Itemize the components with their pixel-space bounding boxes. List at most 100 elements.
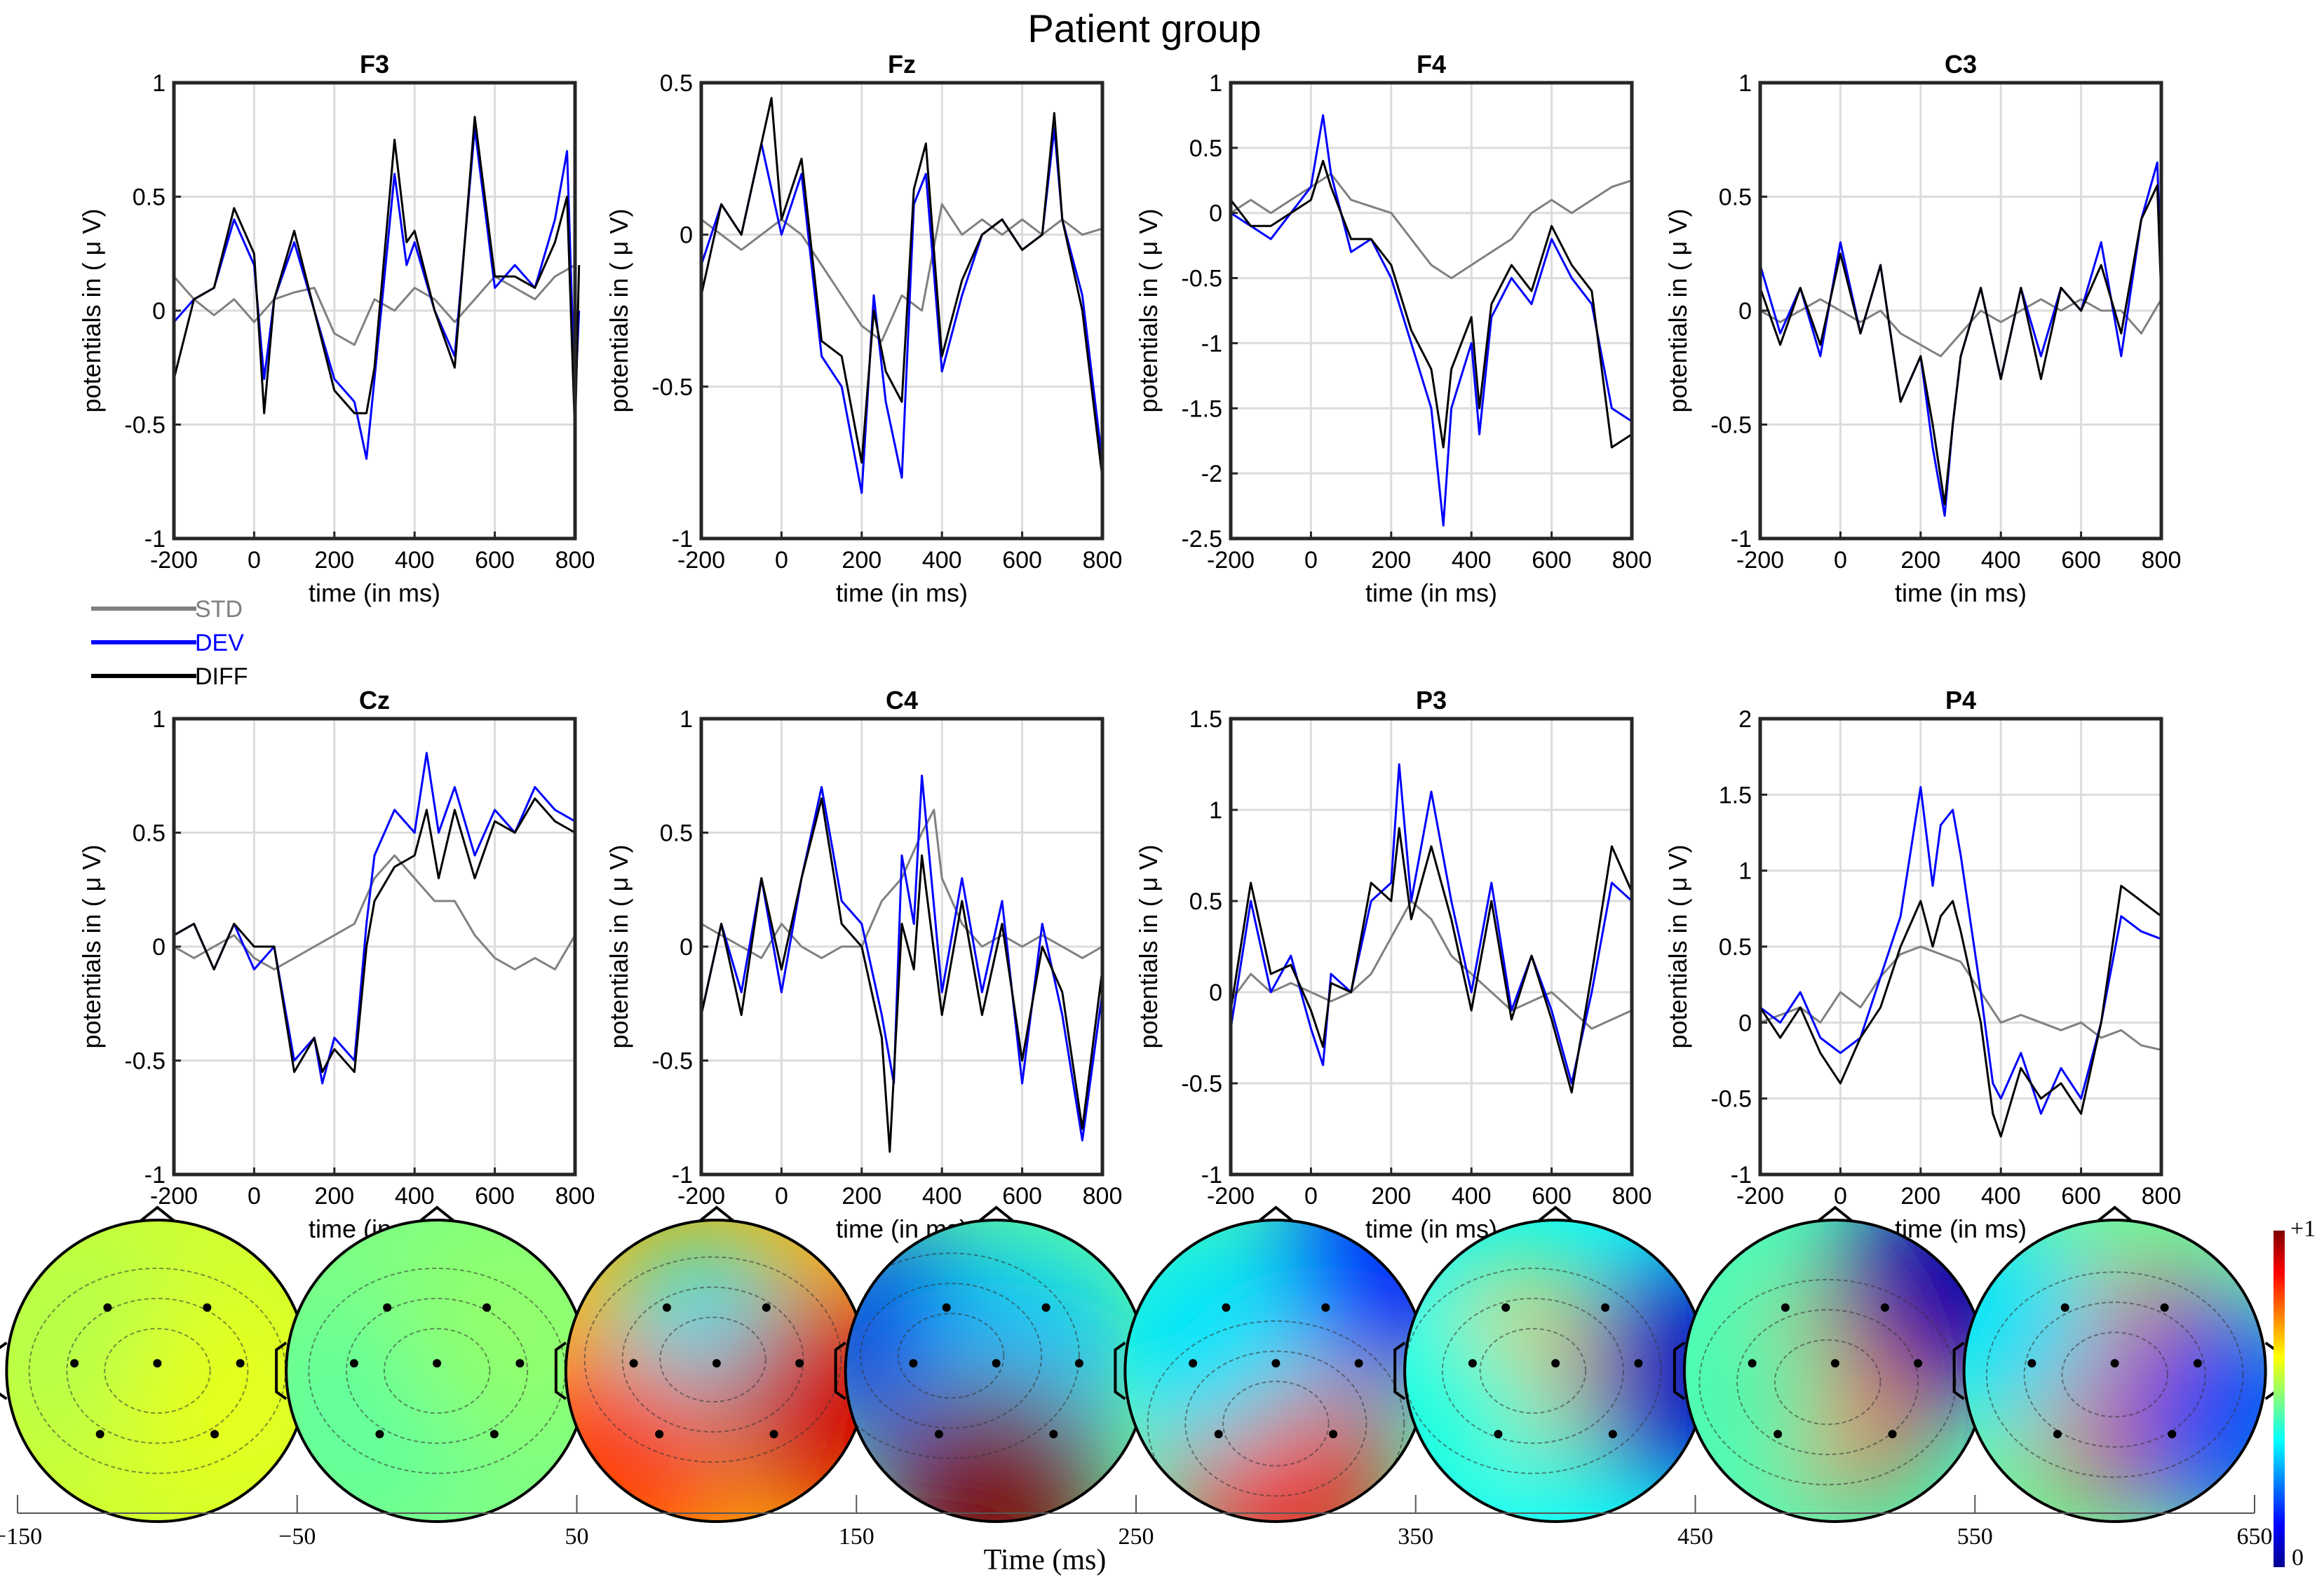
topomap-7: [1673, 1205, 1997, 1523]
electrode-dot: [2027, 1359, 2036, 1368]
electrode-dot: [1468, 1359, 1477, 1368]
y-tick-label: 1: [152, 706, 165, 733]
electrode-dot: [1494, 1430, 1503, 1439]
x-tick-label: 200: [1900, 547, 1940, 574]
topomap-contour: [1222, 1381, 1330, 1467]
y-tick-label: 0.5: [1719, 184, 1752, 211]
series-line-dev: [1230, 114, 1633, 527]
x-tick-label: 800: [1612, 1183, 1652, 1210]
x-axis-label: time (in ms): [309, 578, 440, 607]
topomap-contour: [621, 1286, 804, 1433]
series-line-diff: [173, 116, 581, 438]
electrode-dot: [2053, 1430, 2062, 1439]
x-tick-label: 200: [842, 547, 881, 574]
erp-panel-fz: -200 0 200 400 600 800 -1 -0.5 0 0.5 Fz time (in ms…: [604, 50, 1122, 607]
y-tick-label: 2: [1738, 706, 1752, 733]
x-tick-label: 0: [1834, 1183, 1847, 1210]
y-tick-label: 0.5: [1189, 135, 1222, 162]
time-axis-label: Time (ms): [984, 1544, 1107, 1576]
x-tick-label: 200: [314, 547, 354, 574]
left-ear-icon: [275, 1341, 288, 1400]
panel-title: Fz: [888, 50, 916, 79]
electrode-dot: [1888, 1430, 1897, 1439]
time-tick-label: 250: [1119, 1524, 1154, 1550]
series-line-std: [1759, 298, 2163, 358]
axes-frame: [1229, 81, 1634, 541]
time-tick-label: 450: [1677, 1524, 1713, 1550]
x-tick-label: 600: [2061, 547, 2101, 574]
y-tick-label: -1: [672, 526, 693, 553]
left-ear-icon: [1114, 1341, 1126, 1400]
electrode-dot: [629, 1359, 638, 1368]
series-line-dev: [173, 752, 576, 1085]
colorbar: +1 0: [2274, 1216, 2316, 1571]
topomap-row: [0, 1205, 2277, 1523]
x-tick-label: 400: [1981, 547, 2021, 574]
series-line-diff: [700, 797, 1104, 1153]
x-tick-label: 600: [475, 1183, 515, 1210]
x-tick-label: 400: [1981, 1183, 2021, 1210]
nose-icon: [418, 1205, 456, 1223]
electrode-dot: [1354, 1359, 1363, 1368]
topomap-contour: [1147, 1320, 1405, 1522]
electrode-dot: [1774, 1430, 1783, 1439]
topomap-contour: [346, 1297, 529, 1444]
y-tick-label: 1: [680, 706, 693, 733]
electrode-dot: [942, 1303, 951, 1312]
x-tick-label: 600: [1532, 1183, 1572, 1210]
time-tick-label: 350: [1398, 1524, 1433, 1550]
topomap-contour: [1184, 1350, 1367, 1497]
x-tick-label: 800: [1612, 547, 1652, 574]
y-tick-label: -2.5: [1181, 526, 1222, 553]
electrode-dot: [1748, 1359, 1757, 1368]
y-tick-label: -0.5: [124, 412, 165, 439]
nose-icon: [2096, 1205, 2133, 1223]
nose-icon: [978, 1205, 1015, 1223]
topomap-contour: [2061, 1332, 2168, 1418]
y-tick-label: -0.5: [124, 1048, 165, 1075]
x-tick-label: 0: [1834, 547, 1847, 574]
topomap-blob: [1405, 1303, 1548, 1522]
legend-label-diff: DIFF: [195, 663, 248, 690]
topomap-contour: [583, 1256, 842, 1463]
y-tick-label: 0.5: [1189, 888, 1222, 915]
panel-title: F3: [360, 50, 389, 79]
topomap-contour: [897, 1313, 1005, 1399]
x-tick-label: 0: [775, 1183, 788, 1210]
y-tick-label: -0.5: [1181, 266, 1222, 292]
y-tick-label: -1.5: [1181, 395, 1222, 422]
electrode-dot: [1329, 1430, 1338, 1439]
electrode-dot: [712, 1359, 721, 1368]
electrode-dot: [482, 1303, 492, 1312]
topomap-field: [1125, 1220, 1427, 1522]
electrode-dot: [1830, 1359, 1839, 1368]
electrode-dot: [2110, 1359, 2119, 1368]
series-line-dev: [1759, 786, 2162, 1115]
left-ear-icon: [834, 1341, 846, 1400]
topomap-contour: [1698, 1278, 1957, 1486]
x-tick-label: 200: [314, 1183, 354, 1210]
y-tick-label: 0: [1738, 1010, 1752, 1036]
nose-icon: [1816, 1205, 1854, 1223]
x-tick-label: -200: [677, 1183, 725, 1210]
electrode-dot: [1214, 1430, 1223, 1439]
time-tick-label: 50: [565, 1524, 589, 1550]
y-tick-label: 1: [1738, 70, 1752, 97]
topomap-contour: [1479, 1327, 1587, 1414]
y-tick-label: 0: [680, 934, 693, 961]
x-tick-label: 400: [922, 1183, 962, 1210]
colorbar-gradient: [2274, 1231, 2285, 1567]
time-tick-label: 550: [1957, 1524, 1993, 1550]
electrode-dot: [909, 1359, 918, 1368]
x-tick-label: 800: [2142, 1183, 2182, 1210]
topomap-blob: [1684, 1287, 1843, 1515]
x-tick-label: 800: [1083, 547, 1123, 574]
electrode-dot: [210, 1430, 219, 1439]
x-tick-label: 0: [248, 547, 261, 574]
series-line-diff: [1229, 827, 1633, 1094]
nose-icon: [1536, 1205, 1574, 1223]
nose-icon: [698, 1205, 736, 1223]
electrode-dot: [95, 1430, 104, 1439]
legend-label-std: STD: [195, 596, 243, 623]
